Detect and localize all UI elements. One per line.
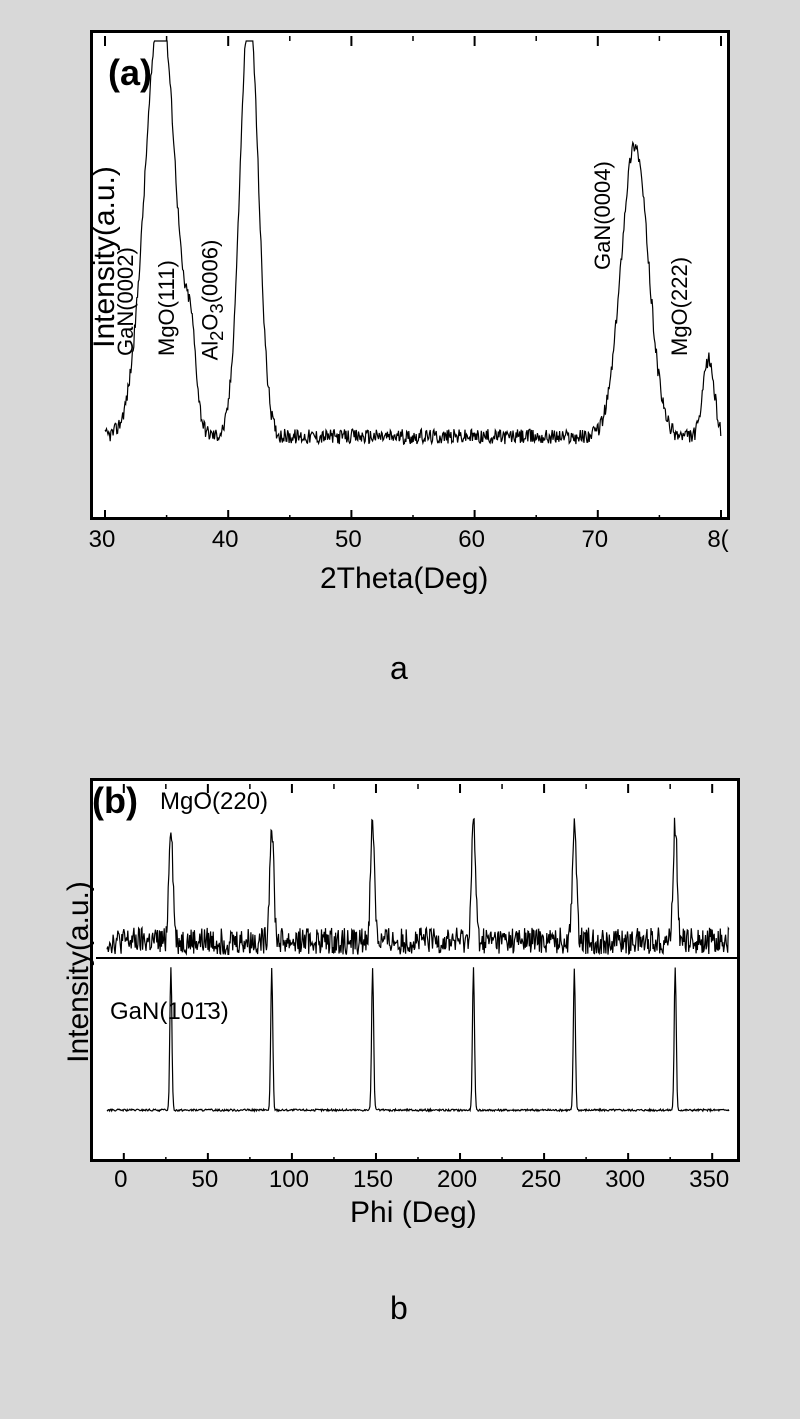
chart-b-xlabel: Phi (Deg) bbox=[350, 1196, 477, 1230]
chart-a-xtick: 30 bbox=[89, 526, 116, 554]
chart-b-xtick: 50 bbox=[192, 1166, 219, 1194]
chart-b-plot bbox=[93, 781, 743, 1165]
chart-b-xtick: 350 bbox=[689, 1166, 729, 1194]
chart-a-xtick: 50 bbox=[335, 526, 362, 554]
peak-label: MgO(222) bbox=[667, 257, 693, 356]
chart-b-container bbox=[90, 778, 740, 1162]
peak-label: Al2O3(0006) bbox=[197, 240, 227, 361]
chart-a-xtick: 40 bbox=[212, 526, 239, 554]
peak-label: MgO(111) bbox=[154, 260, 180, 356]
peak-label: GaN(0004) bbox=[590, 161, 616, 270]
chart-b-xtick: 0 bbox=[114, 1166, 127, 1194]
chart-a-xtick: 8( bbox=[707, 526, 728, 554]
panel-label-a: (a) bbox=[108, 52, 152, 94]
series-label-gan: GaN(101̄3) bbox=[110, 998, 229, 1026]
series-label-mgo: MgO(220) bbox=[160, 788, 268, 816]
chart-a-plot bbox=[93, 33, 733, 523]
panel-label-b: (b) bbox=[92, 780, 138, 822]
caption-b: b bbox=[390, 1290, 408, 1327]
peak-label: GaN(0002) bbox=[113, 247, 139, 356]
caption-a: a bbox=[390, 650, 408, 687]
chart-b-xtick: 150 bbox=[353, 1166, 393, 1194]
chart-b-xtick: 300 bbox=[605, 1166, 645, 1194]
chart-b-ylabel: Intensity(a.u.) bbox=[62, 881, 96, 1063]
chart-b-xtick: 250 bbox=[521, 1166, 561, 1194]
chart-b-xtick: 200 bbox=[437, 1166, 477, 1194]
chart-a-xtick: 60 bbox=[458, 526, 485, 554]
chart-a-xlabel: 2Theta(Deg) bbox=[320, 562, 488, 596]
chart-b-xtick: 100 bbox=[269, 1166, 309, 1194]
chart-a-xtick: 70 bbox=[581, 526, 608, 554]
chart-a-container bbox=[90, 30, 730, 520]
